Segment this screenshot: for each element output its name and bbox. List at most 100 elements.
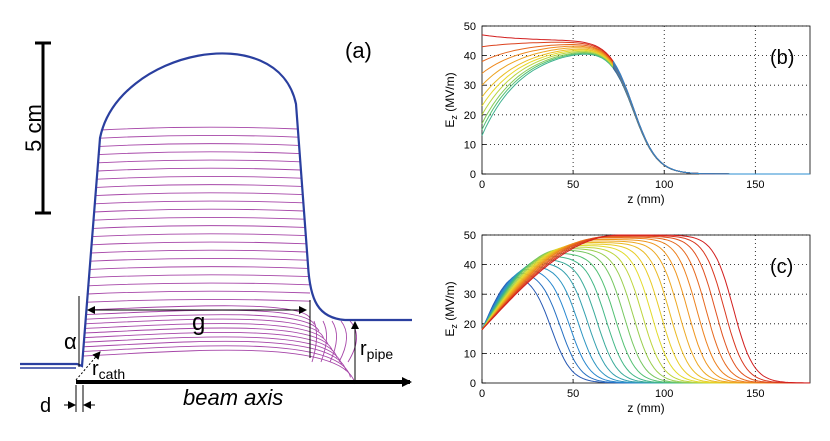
field-line — [84, 332, 338, 358]
chart-c: 0 50 100 150 0 10 20 30 40 50 z (mm) Ez (MV/m) (c) — [443, 230, 811, 415]
field-line — [90, 257, 308, 262]
field-lines — [82, 126, 357, 385]
field-line — [92, 225, 306, 229]
series-line — [481, 49, 810, 175]
plot-frame — [481, 25, 811, 175]
series-tail — [612, 62, 810, 175]
y-tick-label: 0 — [470, 378, 476, 390]
plot-frame — [481, 234, 811, 384]
field-line — [94, 208, 304, 213]
r-pipe-label: rpipe — [360, 338, 393, 362]
y-axis-label: Ez (MV/m) — [443, 281, 459, 336]
scale-bar — [35, 41, 51, 215]
scale-bar-label: 5 cm — [21, 104, 46, 152]
panel-label: (c) — [770, 256, 793, 278]
y-axis-label: Ez (MV/m) — [443, 72, 459, 127]
chart-b: 0 50 100 150 0 10 20 30 40 50 z (mm) Ez (MV/m) (b) — [443, 21, 811, 206]
field-line — [83, 345, 351, 378]
y-tick-label: 20 — [464, 319, 476, 331]
field-line — [98, 159, 301, 164]
y-tick-label: 30 — [464, 289, 476, 301]
field-line — [329, 320, 337, 363]
field-line — [87, 298, 311, 303]
field-line — [91, 249, 308, 254]
field-line — [99, 143, 300, 147]
r-cath-r: r — [92, 358, 99, 380]
gap-label: g — [192, 309, 205, 336]
beam-axis-label: beam axis — [183, 385, 283, 410]
field-line — [83, 340, 347, 371]
x-axis-label: z (mm) — [627, 192, 664, 206]
r-pipe-r: r — [360, 338, 367, 360]
field-line — [338, 320, 347, 363]
y-tick-label: 50 — [464, 230, 476, 242]
cavity-schematic: 5 cm (a) g α rcath rpipe beam axis d — [20, 38, 412, 417]
y-tick-label: 40 — [464, 51, 476, 63]
d-label: d — [40, 395, 51, 417]
field-line — [311, 320, 317, 363]
r-pipe-sub: pipe — [367, 346, 394, 362]
series-line — [481, 51, 810, 175]
y-tick-label: 0 — [470, 169, 476, 181]
series-line — [481, 236, 810, 384]
field-line — [91, 241, 307, 246]
x-axis-label: z (mm) — [627, 401, 664, 415]
series-tail — [612, 63, 810, 175]
field-line — [320, 320, 327, 363]
series-tail — [612, 64, 810, 175]
field-line — [97, 167, 301, 172]
x-tick-label: 0 — [479, 179, 485, 191]
field-line — [96, 175, 302, 180]
x-tick-label: 50 — [567, 388, 579, 400]
series-tail — [612, 61, 810, 175]
series-line — [481, 237, 810, 384]
y-tick-label: 30 — [464, 80, 476, 92]
series-line — [481, 276, 810, 384]
field-line — [82, 349, 356, 385]
field-line — [83, 336, 342, 365]
y-tick-label: 20 — [464, 110, 476, 122]
field-line — [100, 134, 299, 139]
field-line — [98, 151, 300, 156]
series-tail — [612, 65, 810, 175]
series-tail — [612, 64, 810, 175]
r-cath-label: rcath — [92, 358, 125, 382]
field-line — [88, 282, 310, 287]
field-line — [84, 323, 329, 345]
cavity-outline — [20, 52, 412, 368]
alpha-label: α — [64, 329, 77, 354]
field-line — [87, 290, 311, 295]
series-line — [481, 239, 810, 384]
series-tail — [612, 66, 810, 175]
series-line — [481, 44, 810, 175]
field-line — [89, 274, 309, 279]
field-line — [93, 216, 305, 221]
field-line — [85, 318, 324, 338]
series-line — [481, 265, 810, 384]
field-line — [92, 233, 306, 238]
x-tick-label: 100 — [655, 388, 673, 400]
r-cath-sub: cath — [99, 366, 125, 382]
series-tail — [612, 66, 810, 175]
field-line — [96, 184, 303, 188]
panel-label: (b) — [770, 47, 794, 69]
series-line — [481, 235, 810, 384]
y-tick-label: 40 — [464, 260, 476, 272]
x-tick-label: 0 — [479, 388, 485, 400]
y-tick-label: 10 — [464, 348, 476, 360]
x-tick-label: 100 — [655, 179, 673, 191]
x-tick-label: 150 — [746, 179, 764, 191]
y-tick-label: 10 — [464, 139, 476, 151]
field-line — [100, 126, 298, 131]
field-line — [94, 200, 304, 205]
x-tick-label: 50 — [567, 179, 579, 191]
panel-label-a: (a) — [345, 38, 372, 63]
field-line — [95, 192, 303, 197]
series-line — [481, 262, 810, 384]
series-tail — [612, 67, 810, 175]
field-line — [89, 266, 309, 270]
y-tick-label: 50 — [464, 21, 476, 33]
series-tail — [612, 61, 810, 175]
series-line — [481, 53, 810, 175]
